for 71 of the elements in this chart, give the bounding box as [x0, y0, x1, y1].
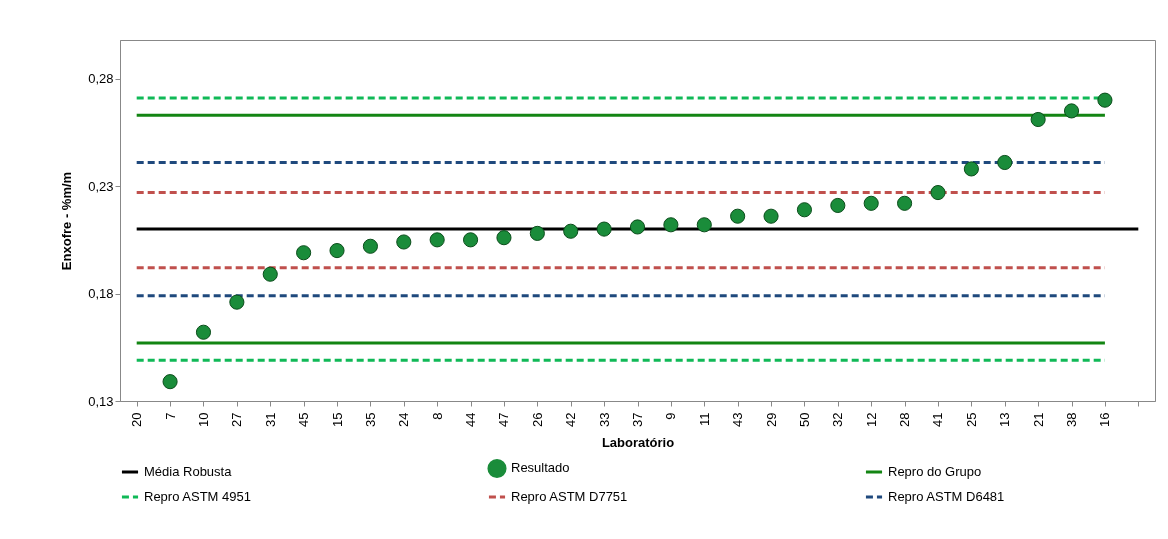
point: [696, 217, 712, 233]
x-tick-label: 33: [596, 412, 612, 427]
x-tick-label: 43: [730, 412, 746, 427]
point: [563, 223, 579, 239]
x-tick-label: 12: [863, 412, 879, 427]
y-tick-label: 0,13: [88, 393, 114, 409]
x-axis-title: Laboratório: [601, 434, 675, 450]
point: [329, 243, 345, 259]
point: [963, 161, 979, 177]
legend-label: Repro ASTM D7751: [511, 489, 628, 504]
y-axis-title: Enxofre - %m/m: [59, 171, 75, 271]
x-tick-label: 25: [963, 412, 979, 427]
x-tick-label: 41: [930, 412, 946, 427]
point: [897, 195, 913, 211]
x-tick-label: 11: [696, 412, 712, 426]
point: [629, 219, 646, 235]
x-tick-label: 28: [897, 412, 913, 427]
point: [830, 197, 846, 214]
x-tick-label: 35: [362, 412, 378, 427]
point: [663, 217, 679, 233]
x-tick-label: 42: [563, 412, 579, 427]
x-tick-label: 20: [129, 412, 145, 427]
legend-label: Repro do Grupo: [888, 464, 982, 479]
point: [863, 195, 879, 211]
point: [730, 208, 746, 224]
point: [1063, 103, 1080, 119]
y-tick-label: 0,28: [88, 71, 114, 87]
point: [596, 221, 612, 237]
point: [229, 294, 245, 310]
legend-label: Repro ASTM 4951: [144, 489, 251, 504]
x-tick-label: 7: [162, 412, 178, 420]
x-tick-label: 15: [329, 412, 345, 427]
legend-label: Repro ASTM D6481: [888, 489, 1005, 504]
point: [1030, 111, 1046, 128]
y-tick-label: 0,23: [88, 178, 114, 194]
point: [796, 202, 813, 218]
point: [763, 208, 779, 224]
x-tick-label: 13: [997, 412, 1013, 427]
x-tick-label: 21: [1030, 412, 1046, 427]
x-tick-label: 27: [229, 412, 245, 427]
y-tick-label: 0,18: [88, 286, 114, 302]
x-tick-label: 44: [463, 412, 479, 427]
point: [496, 230, 512, 246]
x-tick-label: 8: [429, 412, 445, 420]
x-tick-label: 9: [663, 412, 679, 420]
x-tick-label: 31: [262, 412, 278, 427]
point: [930, 185, 946, 201]
x-tick-label: 50: [796, 412, 812, 427]
point: [529, 225, 545, 241]
x-tick-label: 38: [1064, 412, 1080, 427]
point: [396, 234, 412, 250]
x-tick-label: 45: [296, 412, 312, 427]
legend-label: Média Robusta: [144, 464, 233, 479]
point: [997, 154, 1013, 171]
point: [362, 238, 378, 254]
x-tick-label: 16: [1097, 412, 1113, 427]
point: [429, 232, 445, 248]
x-tick-label: 37: [630, 412, 645, 427]
x-tick-label: 29: [763, 412, 779, 427]
point: [462, 232, 479, 248]
x-tick-label: 24: [396, 412, 412, 427]
point: [296, 245, 312, 261]
x-tick-label: 32: [830, 412, 846, 427]
point: [162, 374, 178, 390]
x-tick-label: 10: [195, 412, 211, 427]
x-tick-label: 47: [496, 412, 512, 427]
x-tick-label: 26: [529, 412, 545, 427]
point: [262, 266, 278, 282]
legend-label: Resultado: [511, 460, 570, 476]
point: [1097, 92, 1113, 108]
point: [195, 324, 212, 340]
